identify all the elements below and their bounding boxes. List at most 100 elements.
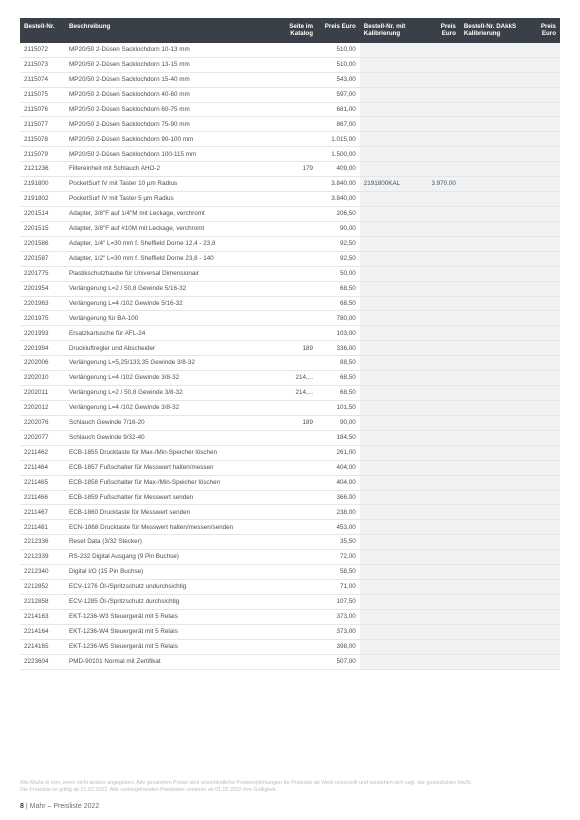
table-row: 2202012Verlängerung L=4 /102 Gewinde 3/8… xyxy=(20,401,560,416)
cell-dak-pr xyxy=(522,72,560,87)
cell-kal-nr xyxy=(360,609,422,624)
cell-seite xyxy=(279,311,317,326)
table-row: 2115074MP20/50 2-Düsen Sacklochdorn 15-4… xyxy=(20,72,560,87)
cell-kal-pr xyxy=(422,550,460,565)
cell-kal-pr xyxy=(422,311,460,326)
cell-seite xyxy=(279,639,317,654)
cell-beschr: Verlängerung L=5,25/133,35 Gewinde 3/8-3… xyxy=(65,356,279,371)
cell-kal-nr xyxy=(360,475,422,490)
cell-kal-pr xyxy=(422,356,460,371)
cell-preis: 1.015,00 xyxy=(317,132,360,147)
cell-preis: 597,00 xyxy=(317,87,360,102)
cell-bestell: 2214163 xyxy=(20,609,65,624)
cell-preis: 867,00 xyxy=(317,117,360,132)
cell-dak-nr xyxy=(460,311,522,326)
cell-preis: 373,00 xyxy=(317,609,360,624)
cell-bestell: 2115076 xyxy=(20,102,65,117)
cell-kal-pr xyxy=(422,460,460,475)
cell-seite xyxy=(279,609,317,624)
cell-dak-pr xyxy=(522,57,560,72)
table-row: 2201994Druckluftregler und Abscheider189… xyxy=(20,341,560,356)
cell-kal-pr xyxy=(422,117,460,132)
cell-beschr: ECN-1868 Drucktaste für Messwert halten/… xyxy=(65,520,279,535)
table-row: 2212858ECV-1285 Öl-/Spritzschutz durchsi… xyxy=(20,594,560,609)
cell-preis: 50,00 xyxy=(317,266,360,281)
cell-kal-pr xyxy=(422,221,460,236)
cell-dak-nr xyxy=(460,430,522,445)
cell-kal-nr: 2191800KAL xyxy=(360,177,422,192)
cell-beschr: PocketSurf IV mit Taster 5 µm Radius xyxy=(65,192,279,207)
table-row: 2211462ECB-1855 Drucktaste für Max-/Min-… xyxy=(20,445,560,460)
cell-kal-nr xyxy=(360,535,422,550)
cell-dak-pr xyxy=(522,266,560,281)
cell-dak-pr xyxy=(522,147,560,162)
cell-bestell: 2223604 xyxy=(20,654,65,669)
cell-dak-nr xyxy=(460,266,522,281)
cell-bestell: 2212336 xyxy=(20,535,65,550)
cell-preis: 404,00 xyxy=(317,475,360,490)
cell-beschr: MP20/50 2-Düsen Sacklochdorn 40-60 mm xyxy=(65,87,279,102)
th-kal-pr: Preis Euro xyxy=(422,18,460,43)
cell-beschr: Adapter, 1/4" L=30 mm f. Sheffield Dorne… xyxy=(65,236,279,251)
cell-bestell: 2202077 xyxy=(20,430,65,445)
cell-beschr: MP20/50 2-Düsen Sacklochdorn 13-15 mm xyxy=(65,57,279,72)
cell-seite: 214,... xyxy=(279,386,317,401)
cell-kal-pr xyxy=(422,401,460,416)
cell-bestell: 2211481 xyxy=(20,520,65,535)
cell-dak-nr xyxy=(460,117,522,132)
cell-kal-pr xyxy=(422,445,460,460)
cell-kal-nr xyxy=(360,520,422,535)
table-body: 2115072MP20/50 2-Düsen Sacklochdorn 10-1… xyxy=(20,43,560,669)
cell-bestell: 2201514 xyxy=(20,207,65,222)
cell-bestell: 2201587 xyxy=(20,251,65,266)
cell-dak-pr xyxy=(522,221,560,236)
cell-dak-nr xyxy=(460,445,522,460)
cell-kal-nr xyxy=(360,580,422,595)
table-row: 2115076MP20/50 2-Düsen Sacklochdorn 60-7… xyxy=(20,102,560,117)
cell-bestell: 2201954 xyxy=(20,281,65,296)
cell-preis: 336,00 xyxy=(317,341,360,356)
th-preis: Preis Euro xyxy=(317,18,360,43)
cell-seite xyxy=(279,401,317,416)
cell-seite xyxy=(279,251,317,266)
cell-dak-nr xyxy=(460,341,522,356)
cell-preis: 543,00 xyxy=(317,72,360,87)
cell-kal-pr xyxy=(422,490,460,505)
page-sep: | xyxy=(26,803,28,810)
cell-kal-pr xyxy=(422,430,460,445)
cell-beschr: Verlängerung L=2 / 50,8 Gewinde 3/8-32 xyxy=(65,386,279,401)
cell-beschr: Reset Data (3/32 Stecker) xyxy=(65,535,279,550)
table-row: 2115073MP20/50 2-Düsen Sacklochdorn 13-1… xyxy=(20,57,560,72)
cell-seite xyxy=(279,177,317,192)
cell-bestell: 2201975 xyxy=(20,311,65,326)
cell-bestell: 2191800 xyxy=(20,177,65,192)
table-row: 2223604PMD-90101 Normal mit Zertifikat50… xyxy=(20,654,560,669)
cell-dak-pr xyxy=(522,415,560,430)
table-row: 2212340Digital I/O (15 Pin Buchse)58,50 xyxy=(20,565,560,580)
cell-bestell: 2211464 xyxy=(20,460,65,475)
cell-beschr: Plastikschutzhaube für Universal Dimensi… xyxy=(65,266,279,281)
cell-kal-nr xyxy=(360,654,422,669)
cell-bestell: 2211467 xyxy=(20,505,65,520)
cell-kal-nr xyxy=(360,326,422,341)
cell-seite xyxy=(279,594,317,609)
cell-kal-pr xyxy=(422,266,460,281)
cell-bestell: 2212339 xyxy=(20,550,65,565)
table-row: 2202076Schlauch Gewinde 7/16-2018990,00 xyxy=(20,415,560,430)
cell-kal-pr xyxy=(422,102,460,117)
cell-dak-nr xyxy=(460,147,522,162)
table-header: Bestell-Nr. Beschreibung Seite im Katalo… xyxy=(20,18,560,43)
cell-kal-pr xyxy=(422,281,460,296)
cell-kal-nr xyxy=(360,401,422,416)
cell-dak-nr xyxy=(460,460,522,475)
cell-kal-pr xyxy=(422,341,460,356)
cell-seite xyxy=(279,654,317,669)
table-row: 2201587Adapter, 1/2" L=30 mm f. Sheffiel… xyxy=(20,251,560,266)
table-row: 2202011Verlängerung L=2 / 50,8 Gewinde 3… xyxy=(20,386,560,401)
cell-beschr: MP20/50 2-Düsen Sacklochdorn 100-115 mm xyxy=(65,147,279,162)
cell-kal-nr xyxy=(360,147,422,162)
cell-seite xyxy=(279,490,317,505)
table-row: 2201515Adapter, 3/8"F auf #10M mit Lecka… xyxy=(20,221,560,236)
table-row: 2212339RS-232 Digital Ausgang (9 Pin Buc… xyxy=(20,550,560,565)
cell-dak-pr xyxy=(522,371,560,386)
